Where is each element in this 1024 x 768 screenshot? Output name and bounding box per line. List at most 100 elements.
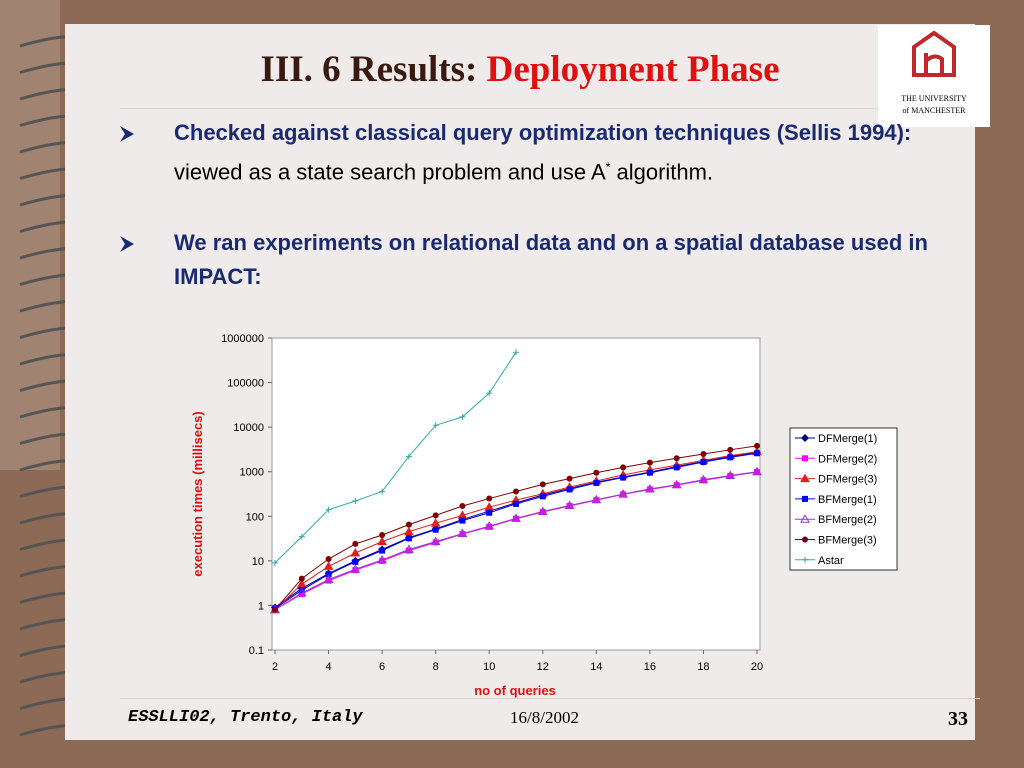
marker <box>566 486 573 493</box>
x-tick-label: 6 <box>379 661 385 673</box>
legend-label: Astar <box>818 555 844 567</box>
bullet-text: algorithm. <box>610 159 714 185</box>
marker <box>377 536 387 546</box>
marker <box>298 533 305 540</box>
marker <box>539 481 546 488</box>
marker <box>646 459 653 466</box>
x-tick-label: 8 <box>433 661 439 673</box>
marker <box>754 442 760 449</box>
slide-title: III. 6 Results: Deployment Phase <box>160 48 880 91</box>
marker <box>377 554 387 564</box>
bullet-text: viewed as a state search problem and use… <box>174 159 606 185</box>
marker <box>618 489 628 498</box>
y-tick-label: 10000 <box>233 422 264 434</box>
legend-marker <box>802 536 808 543</box>
legend-marker <box>802 556 808 563</box>
marker <box>432 526 439 533</box>
marker <box>352 498 359 505</box>
marker <box>752 466 762 476</box>
marker <box>646 469 653 476</box>
marker <box>404 526 414 536</box>
footer-left: ESSLLI02, Trento, Italy <box>128 708 363 727</box>
marker <box>325 506 332 513</box>
x-tick-label: 14 <box>590 661 602 673</box>
bullet-bold: We ran experiments on relational data an… <box>174 230 928 289</box>
marker <box>352 540 359 547</box>
marker <box>352 567 359 574</box>
marker <box>671 479 682 489</box>
marker <box>698 474 709 484</box>
y-tick-label: 1000000 <box>221 333 264 345</box>
marker <box>486 523 493 530</box>
bullet: We ran experiments on relational data an… <box>174 226 954 294</box>
marker <box>432 512 439 519</box>
legend-marker <box>800 473 810 483</box>
marker <box>566 503 573 510</box>
marker <box>323 561 334 570</box>
marker <box>725 470 736 480</box>
legend-marker <box>802 495 808 502</box>
marker <box>350 564 361 573</box>
title-accent: Deployment Phase <box>486 49 780 90</box>
marker <box>272 559 278 566</box>
legend-label: DFMerge(3) <box>818 474 877 486</box>
marker <box>620 464 627 471</box>
marker <box>298 587 305 594</box>
marker <box>404 544 414 553</box>
marker <box>513 488 519 495</box>
legend-label: DFMerge(1) <box>818 433 877 445</box>
marker <box>379 532 386 539</box>
marker <box>379 557 386 564</box>
y-tick-label: 100 <box>246 511 264 523</box>
logo-graphic: THE UNIVERSITY of MANCHESTER <box>901 30 967 115</box>
marker <box>537 506 548 516</box>
bullet-arrow <box>120 126 134 142</box>
marker <box>566 475 573 482</box>
logo-arch <box>912 30 956 77</box>
legend-marker <box>802 455 808 462</box>
marker <box>593 469 600 476</box>
marker <box>673 464 680 471</box>
marker <box>272 606 278 613</box>
x-tick-label: 20 <box>751 661 763 673</box>
marker <box>405 521 412 528</box>
footer-date: 16/8/2002 <box>510 708 579 727</box>
marker <box>486 495 493 502</box>
logo: THE UNIVERSITY of MANCHESTER <box>878 25 990 127</box>
title-rule <box>120 108 980 109</box>
marker <box>405 535 412 542</box>
logo-line1: THE UNIVERSITY <box>901 94 967 103</box>
marker <box>700 459 707 466</box>
marker <box>513 500 519 507</box>
marker <box>298 591 305 598</box>
series-line <box>274 351 517 564</box>
bullet-sup: * <box>605 160 611 174</box>
marker <box>298 575 305 582</box>
marker <box>430 518 441 527</box>
x-tick-label: 4 <box>325 661 331 673</box>
marker <box>645 483 655 493</box>
footer-rule <box>120 698 980 699</box>
x-tick-label: 18 <box>697 661 709 673</box>
marker <box>459 517 466 524</box>
y-tick-label: 1000 <box>240 467 264 479</box>
marker <box>325 577 332 584</box>
marker <box>323 574 334 584</box>
y-tick-label: 0.1 <box>249 645 264 657</box>
footer-page: 33 <box>948 708 968 730</box>
marker <box>457 528 468 538</box>
legend-label: BFMerge(3) <box>818 535 877 547</box>
bullet-bold: Checked against classical query optimiza… <box>174 120 912 145</box>
marker <box>591 494 602 504</box>
x-tick-label: 2 <box>272 661 278 673</box>
binding-strip <box>0 0 60 470</box>
marker <box>459 503 466 510</box>
marker <box>325 571 332 578</box>
x-tick-label: 10 <box>483 661 495 673</box>
marker <box>296 579 307 588</box>
marker <box>700 477 707 484</box>
marker <box>432 539 439 546</box>
marker <box>350 548 361 557</box>
marker <box>379 547 386 554</box>
legend-marker <box>801 434 809 442</box>
